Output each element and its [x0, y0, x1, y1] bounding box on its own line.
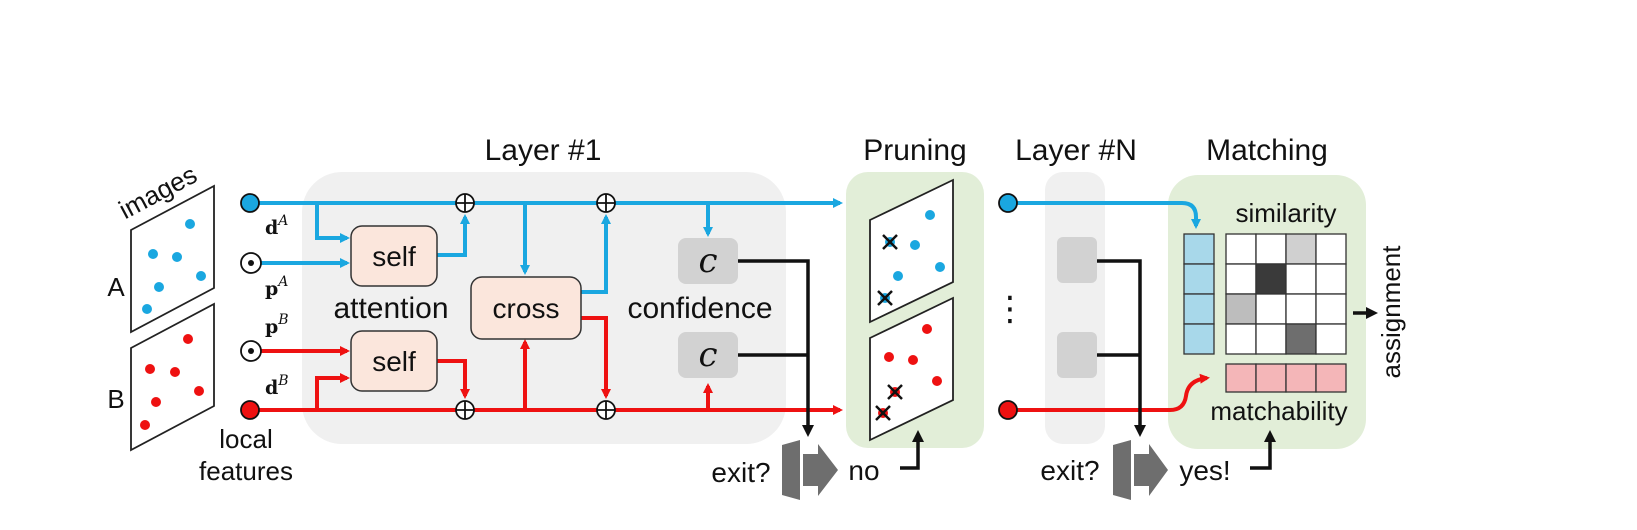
pruning-title: Pruning: [863, 134, 966, 167]
layerN-panel: [1045, 172, 1105, 444]
exit-icon-2: [1113, 440, 1168, 500]
self-attention-block-bottom: [350, 330, 438, 392]
image-b-label: B: [107, 384, 124, 414]
yes-label: yes!: [1179, 455, 1230, 486]
pruned-marks-a: [877, 234, 898, 306]
image-b-keypoints: [140, 334, 204, 430]
exit-decision-lines-2: [1097, 259, 1378, 470]
self-attention-block-top: [350, 225, 438, 287]
confidence-block-bottom: [678, 332, 738, 378]
exit-label-2: exit?: [1040, 455, 1099, 486]
cross-attention-label: cross: [493, 293, 560, 324]
exit-decision-lines-1: [738, 259, 924, 470]
more-layers-ellipsis: ⋮: [993, 290, 1027, 328]
local-features-label-2: features: [199, 456, 293, 486]
d-a-label: dA: [265, 213, 288, 239]
confidence-symbol-top: c: [698, 241, 717, 281]
no-label: no: [848, 455, 879, 486]
red-flow: [250, 316, 843, 415]
layer1-title: Layer #1: [485, 134, 602, 167]
local-features-label-1: local: [219, 424, 272, 454]
cross-attention-block: [470, 276, 582, 340]
blue-flow: [250, 198, 843, 294]
attention-label: attention: [333, 292, 448, 325]
self-attention-label-top: self: [372, 241, 416, 272]
sum-node-top-1: [455, 193, 475, 213]
layerN-confidence-top: [1057, 237, 1097, 283]
assignment-label: assignment: [1376, 245, 1406, 379]
pruning-image-b: [869, 296, 954, 442]
layerN-title: Layer #N: [1015, 134, 1137, 167]
p-a-input-node: [240, 252, 262, 274]
d-b-label: dB: [265, 373, 289, 399]
layerN-node-b: [998, 400, 1018, 420]
sum-node-top-2: [596, 193, 616, 213]
matchability-row: [1225, 363, 1347, 393]
matchability-label: matchability: [1210, 396, 1347, 426]
matching-title: Matching: [1206, 134, 1328, 167]
blue-flow-layerN: [1008, 201, 1201, 229]
layerN-node-a: [998, 193, 1018, 213]
pruned-marks-b: [875, 384, 903, 421]
red-flow-layerN: [1008, 373, 1210, 412]
self-attention-label-bottom: self: [372, 346, 416, 377]
d-a-input-node: [240, 193, 260, 213]
confidence-block-top: [678, 238, 738, 284]
layerN-confidence-bottom: [1057, 332, 1097, 378]
p-a-label: pA: [265, 274, 288, 300]
exit-label-1: exit?: [711, 457, 770, 488]
similarity-label: similarity: [1235, 198, 1336, 228]
p-b-label: pB: [265, 312, 289, 338]
sum-node-bottom-1: [455, 400, 475, 420]
d-b-input-node: [240, 400, 260, 420]
descriptor-column: [1183, 233, 1215, 355]
confidence-symbol-bottom: c: [698, 335, 717, 375]
sum-node-bottom-2: [596, 400, 616, 420]
image-a-label: A: [107, 272, 125, 302]
image-b-frame: [130, 302, 215, 452]
image-a-keypoints: [142, 219, 206, 314]
confidence-label: confidence: [627, 292, 772, 325]
p-b-input-node: [240, 340, 262, 362]
exit-icon-1: [782, 440, 838, 500]
similarity-matrix: [1225, 233, 1347, 355]
